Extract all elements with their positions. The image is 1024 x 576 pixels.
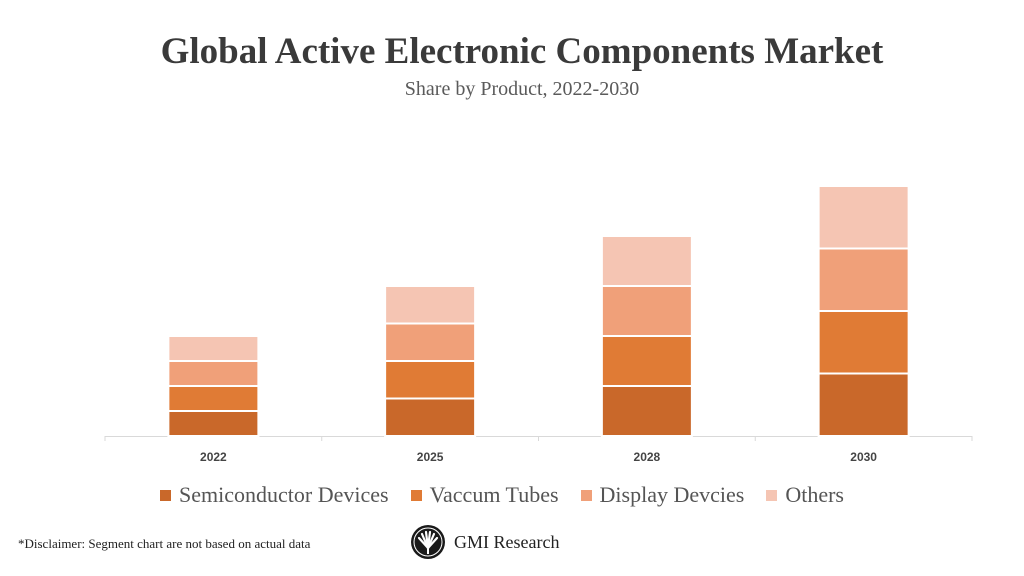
chart-subtitle: Share by Product, 2022-2030 <box>404 78 640 100</box>
legend-label: Semiconductor Devices <box>179 482 389 507</box>
bar-segment-semiconductor-devices-2030 <box>817 372 910 437</box>
bar-segment-display-devcies-2028 <box>600 285 693 337</box>
bar-segment-vaccum-tubes-2030 <box>817 310 910 375</box>
stacked-bar-chart: 2022 2025 2028 2030 <box>104 185 973 464</box>
legend-item: Semiconductor Devices <box>160 482 389 508</box>
bar-segment-semiconductor-devices-2022 <box>167 410 260 437</box>
bar-segment-vaccum-tubes-2028 <box>600 335 693 387</box>
x-tick-label: 2028 <box>634 450 661 464</box>
legend-swatch <box>580 489 592 501</box>
bar-segment-others-2022 <box>167 335 260 362</box>
bar-segment-display-devcies-2030 <box>817 247 910 312</box>
x-tick-label: 2025 <box>417 450 444 464</box>
bar-segment-others-2028 <box>600 235 693 287</box>
legend-swatch <box>766 489 778 501</box>
bar-segment-others-2030 <box>817 185 910 250</box>
legend-label: Others <box>785 482 844 507</box>
bar-segment-vaccum-tubes-2022 <box>167 385 260 412</box>
legend-item: Display Devcies <box>580 482 745 508</box>
x-tick-label: 2030 <box>850 450 877 464</box>
bar-segment-vaccum-tubes-2025 <box>384 360 477 400</box>
legend-swatch <box>410 489 422 501</box>
disclaimer: *Disclaimer: Segment chart are not based… <box>18 536 311 551</box>
legend-item: Others <box>766 482 844 508</box>
legend-item: Vaccum Tubes <box>410 482 559 508</box>
legend-label: Display Devcies <box>599 482 745 507</box>
logo-text: GMI Research <box>454 531 560 552</box>
bar-segment-others-2025 <box>384 285 477 325</box>
legend-swatch <box>160 489 172 501</box>
chart-title: Global Active Electronic Components Mark… <box>160 31 884 72</box>
gmi-logo: GMI Research <box>410 524 559 560</box>
legend: Semiconductor Devices Vaccum Tubes Display… <box>0 482 1004 508</box>
fan-leaf-icon <box>411 525 445 559</box>
bar-segment-semiconductor-devices-2025 <box>384 397 477 437</box>
x-tick-label: 2022 <box>200 450 227 464</box>
bar-segment-display-devcies-2025 <box>384 322 477 362</box>
bar-segment-semiconductor-devices-2028 <box>600 385 693 437</box>
legend-label: Vaccum Tubes <box>429 482 559 507</box>
bar-segment-display-devcies-2022 <box>167 360 260 387</box>
